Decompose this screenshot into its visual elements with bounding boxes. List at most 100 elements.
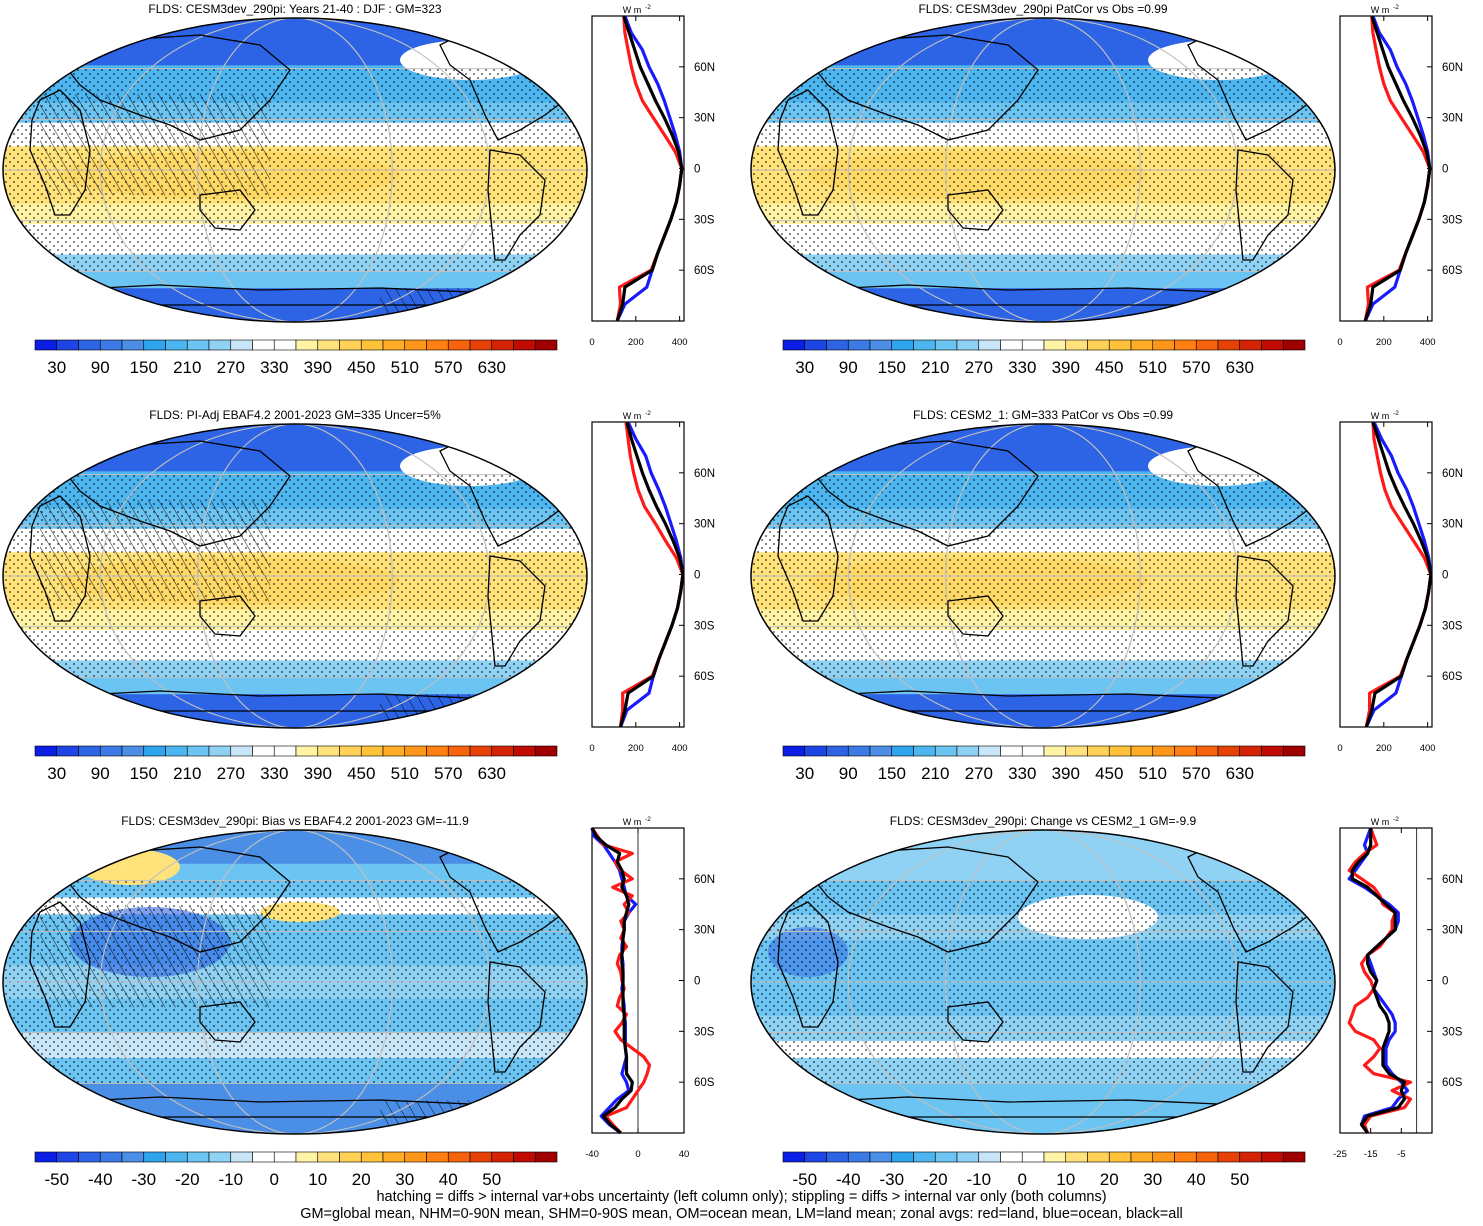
colorbar-swatch	[491, 1151, 514, 1163]
colorbar-label: 630	[478, 764, 506, 783]
colorbar-swatch	[252, 1151, 275, 1163]
colorbar-swatch	[165, 745, 188, 757]
colorbar-swatch	[295, 745, 319, 757]
zonal-unit-exponent: -2	[1393, 4, 1399, 11]
colorbar-swatch	[1087, 745, 1110, 757]
colorbar-swatch	[826, 745, 849, 757]
colorbar-label: 570	[1182, 358, 1210, 377]
colorbar-swatch	[1000, 1151, 1023, 1163]
panel-2: FLDS: CESM3dev_290pi PatCor vs Obs =0.99…	[750, 2, 1463, 377]
colorbar-label: 510	[1139, 764, 1167, 783]
colorbar-swatch	[934, 339, 958, 351]
zonal-x-tick-label: 400	[1420, 337, 1436, 348]
zonal-plot-frame	[591, 421, 685, 728]
colorbar-swatch	[34, 339, 58, 351]
colorbar-swatch	[469, 1151, 493, 1163]
colorbar-label: 510	[1139, 358, 1167, 377]
continent-outline	[199, 595, 256, 637]
colorbar-label: -50	[44, 1170, 69, 1189]
colorbar-swatch	[56, 339, 79, 351]
colorbar-swatch	[956, 1151, 980, 1163]
colorbar-label: 10	[308, 1170, 327, 1189]
colorbar-label: 50	[482, 1170, 501, 1189]
colorbar-swatch	[1065, 1151, 1088, 1163]
colorbar-swatch	[1130, 339, 1154, 351]
zonal-line-all	[1350, 828, 1407, 1134]
zonal-line-all	[590, 827, 634, 1135]
colorbar-label: 390	[1052, 358, 1080, 377]
colorbar-label: 40	[439, 1170, 458, 1189]
zonal-unit-label: W m	[623, 817, 642, 827]
colorbar-swatch	[382, 745, 406, 757]
colorbar-swatch	[934, 1151, 958, 1163]
panel-title: FLDS: PI-Adj EBAF4.2 2001-2023 GM=335 Un…	[149, 408, 441, 422]
zonal-plot-frame	[1339, 421, 1433, 728]
continent-outline	[1235, 961, 1294, 1073]
colorbar-label: 330	[1008, 358, 1036, 377]
colorbar-label: 570	[434, 764, 462, 783]
colorbar-swatch	[782, 1151, 806, 1163]
zonal-x-tick-label: 200	[628, 337, 644, 348]
colorbar-swatch	[1152, 1151, 1175, 1163]
zonal-x-tick-label: -5	[1397, 1149, 1405, 1160]
continent-outline	[806, 440, 1039, 547]
colorbar-label: 510	[391, 358, 419, 377]
colorbar-swatch	[782, 745, 806, 757]
colorbar-swatch	[273, 1151, 297, 1163]
colorbar-swatch	[34, 1151, 58, 1163]
colorbar-swatch	[913, 745, 936, 757]
colorbar-label: 390	[304, 764, 332, 783]
colorbar-label: 450	[347, 358, 375, 377]
colorbar-swatch	[1000, 745, 1023, 757]
zonal-unit-label: W m	[623, 411, 642, 421]
colorbar-swatch	[78, 1151, 101, 1163]
colorbar-swatch	[1043, 745, 1067, 757]
colorbar-swatch	[1065, 339, 1088, 351]
colorbar-swatch	[404, 745, 427, 757]
colorbar-swatch	[978, 745, 1001, 757]
zonal-unit-label: W m	[1371, 5, 1390, 15]
panel-4: FLDS: CESM2_1: GM=333 PatCor vs Obs =0.9…	[750, 408, 1463, 783]
colorbar-label: -10	[218, 1170, 243, 1189]
zonal-lat-label: 60N	[694, 468, 715, 480]
colorbar-swatch	[1282, 339, 1306, 351]
colorbar-swatch	[534, 1151, 558, 1163]
colorbar-label: 20	[352, 1170, 371, 1189]
colorbar-swatch	[1108, 1151, 1132, 1163]
colorbar-label: 330	[260, 358, 288, 377]
map-field	[3, 830, 587, 1134]
colorbar-label: -20	[923, 1170, 948, 1189]
colorbar-swatch	[360, 1151, 384, 1163]
colorbar-label: -50	[792, 1170, 817, 1189]
colorbar-swatch	[1130, 1151, 1154, 1163]
colorbar-swatch	[1174, 745, 1197, 757]
colorbar-label: 30	[47, 764, 66, 783]
zonal-lat-label: 30N	[694, 925, 715, 937]
map-field	[3, 18, 587, 322]
map-border	[2, 17, 588, 323]
colorbar-label: 150	[130, 358, 158, 377]
zonal-lat-label: 60S	[1442, 265, 1463, 277]
colorbar-swatch	[34, 745, 58, 757]
zonal-unit-label: W m	[1371, 817, 1390, 827]
colorbar-swatch	[252, 339, 275, 351]
zonal-lat-label: 60S	[1442, 671, 1463, 683]
zonal-line-land	[1347, 827, 1413, 1134]
map-field	[3, 424, 587, 728]
colorbar-swatch	[804, 745, 827, 757]
continent-outline	[487, 961, 546, 1073]
continent-outline	[58, 846, 291, 953]
colorbar-swatch	[1239, 1151, 1262, 1163]
zonal-lat-label: 0	[694, 976, 700, 988]
zonal-unit-exponent: -2	[645, 816, 651, 823]
colorbar-swatch	[99, 339, 123, 351]
zonal-line-all	[615, 15, 684, 322]
zonal-lat-label: 30S	[1442, 620, 1463, 632]
map-field	[751, 424, 1335, 728]
zonal-x-tick-label: 0	[1337, 743, 1342, 754]
continent-outline	[487, 555, 546, 667]
zonal-lat-label: 60N	[694, 62, 715, 74]
colorbar-swatch	[891, 339, 914, 351]
zonal-x-tick-label: 200	[1376, 743, 1392, 754]
colorbar-swatch	[1261, 1151, 1284, 1163]
